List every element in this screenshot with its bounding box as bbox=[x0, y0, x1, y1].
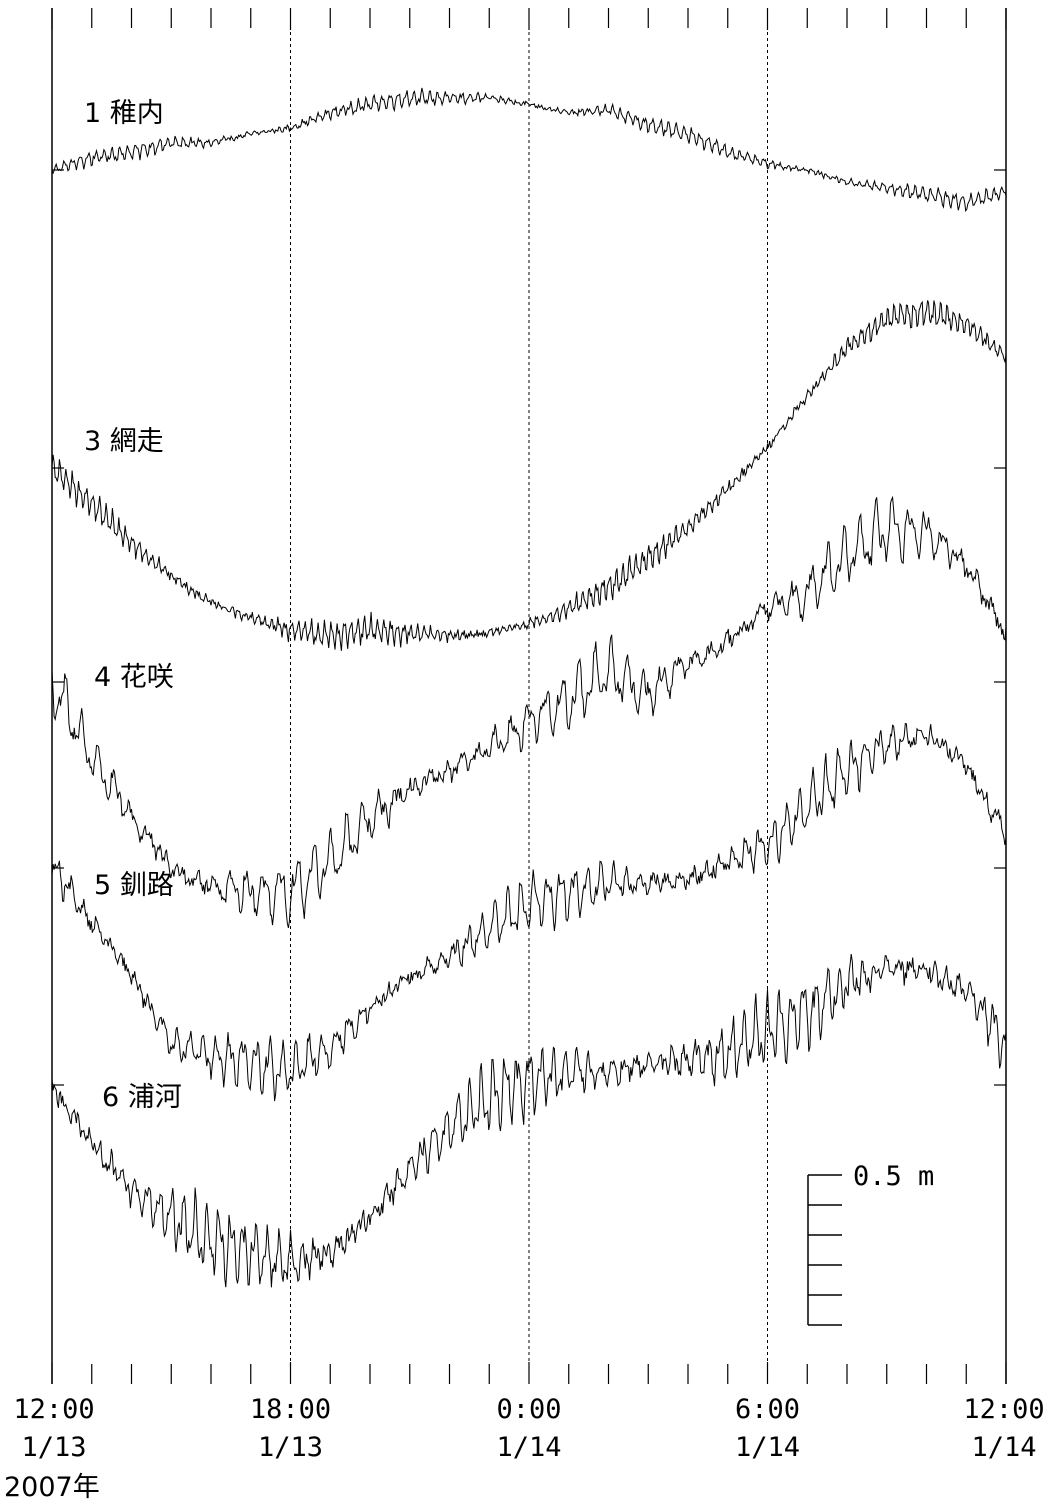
labels: 12:00 1/13 18:00 1/13 0:00 1/14 6:00 1/14 12:00 1… bbox=[4, 98, 1045, 1503]
series-line bbox=[51, 723, 1007, 1102]
series-label: 1 稚内 bbox=[84, 98, 164, 129]
series-label: 5 釧路 bbox=[94, 870, 174, 901]
series-line bbox=[51, 300, 1007, 651]
x-tick-date-label: 1/14 bbox=[971, 1432, 1036, 1463]
x-tick-time-label: 12:00 bbox=[963, 1394, 1044, 1425]
x-tick-time-label: 12:00 bbox=[13, 1394, 94, 1425]
series-line bbox=[51, 87, 1007, 213]
x-ticks bbox=[51, 8, 1007, 1384]
x-tick-time-label: 6:00 bbox=[735, 1394, 800, 1425]
x-tick-time-label: 0:00 bbox=[496, 1394, 561, 1425]
x-tick-date-label: 1/14 bbox=[496, 1432, 561, 1463]
gridlines bbox=[290, 8, 768, 1384]
series-traces bbox=[51, 87, 1007, 1288]
plot-frame bbox=[51, 8, 1007, 1384]
series-label: 3 網走 bbox=[84, 426, 164, 457]
x-tick-date-label: 1/13 bbox=[21, 1432, 86, 1463]
scale-bar: 0.5 m bbox=[807, 1161, 934, 1326]
x-tick-time-label: 18:00 bbox=[250, 1394, 331, 1425]
x-tick-date-label: 1/14 bbox=[735, 1432, 800, 1463]
series-line bbox=[51, 495, 1007, 929]
year-label: 2007年 bbox=[4, 1472, 100, 1503]
series-label: 6 浦河 bbox=[102, 1082, 182, 1113]
scale-bar-label: 0.5 m bbox=[853, 1161, 934, 1192]
x-tick-date-label: 1/13 bbox=[258, 1432, 323, 1463]
series-label: 4 花咲 bbox=[94, 662, 174, 693]
series-line bbox=[51, 954, 1007, 1288]
